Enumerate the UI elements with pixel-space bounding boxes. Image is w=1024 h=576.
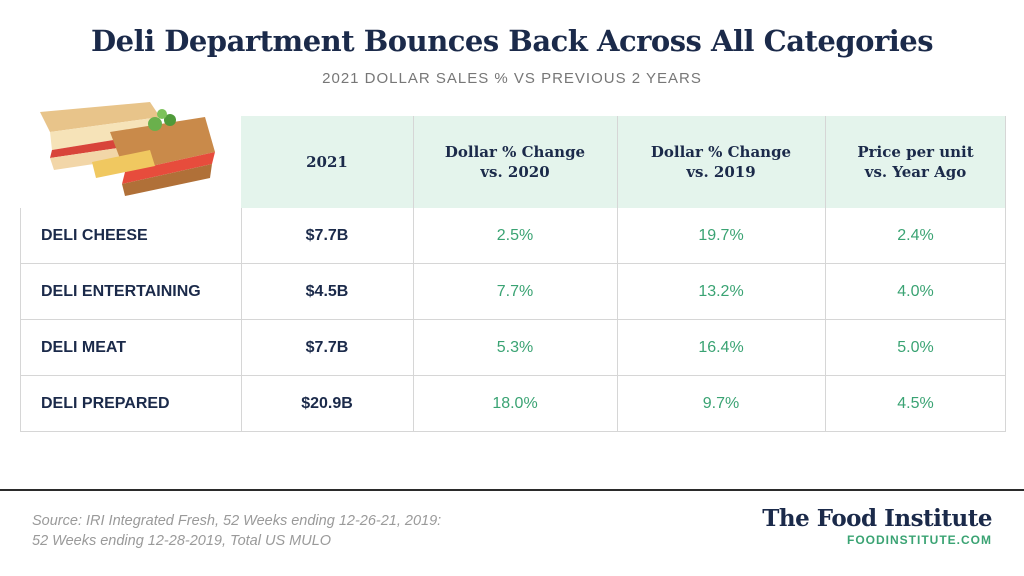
footer-rule [0, 489, 1024, 491]
table-cell: 13.2% [698, 283, 744, 300]
source-note: Source: IRI Integrated Fresh, 52 Weeks e… [32, 513, 442, 549]
row-label: DELI CHEESE [41, 227, 148, 244]
brand-logo: The Food Institute [762, 505, 992, 532]
row-divider [20, 375, 1006, 376]
brand-url: FOODINSTITUTE.COM [847, 533, 992, 547]
table-cell: $4.5B [305, 283, 349, 300]
row-divider [20, 319, 1006, 320]
table-cell: 2.4% [897, 227, 934, 244]
row-label: DELI MEAT [41, 339, 127, 356]
header-background [241, 116, 1006, 208]
column-divider [413, 116, 414, 432]
column-divider [241, 208, 242, 432]
row-divider [20, 263, 1006, 264]
column-header: Price per unit vs. Year Ago [857, 143, 974, 181]
row-divider [20, 431, 1006, 432]
table-cell: 5.0% [897, 339, 934, 356]
table-cell: 7.7% [496, 283, 534, 300]
subtitle: 2021 DOLLAR SALES % VS PREVIOUS 2 YEARS [322, 70, 702, 87]
column-divider [617, 116, 618, 432]
column-header: 2021 [306, 153, 348, 171]
table-cell: 9.7% [702, 395, 740, 412]
column-divider [20, 208, 21, 432]
table-cell: $20.9B [301, 395, 353, 412]
column-divider [1005, 116, 1006, 432]
table-cell: 16.4% [698, 339, 744, 356]
column-divider [825, 116, 826, 432]
table-cell: 4.5% [897, 395, 934, 412]
table-cell: 19.7% [698, 227, 744, 244]
table-cell: 4.0% [897, 283, 934, 300]
table-cell: 2.5% [496, 227, 534, 244]
row-label: DELI ENTERTAINING [41, 283, 201, 300]
table-cell: 18.0% [492, 395, 538, 412]
column-header: Dollar % Change vs. 2020 [444, 143, 586, 181]
data-table: 2021 Dollar % Change vs. 2020 Dollar % Cha… [20, 116, 1006, 432]
title: Deli Department Bounces Back Across All … [90, 24, 934, 58]
row-label: DELI PREPARED [41, 395, 170, 412]
table-cell: $7.7B [305, 227, 349, 244]
table-cell: $7.7B [305, 339, 349, 356]
sandwich-illustration [40, 102, 215, 196]
table-cell: 5.3% [496, 339, 534, 356]
column-header: Dollar % Change vs. 2019 [650, 143, 792, 181]
